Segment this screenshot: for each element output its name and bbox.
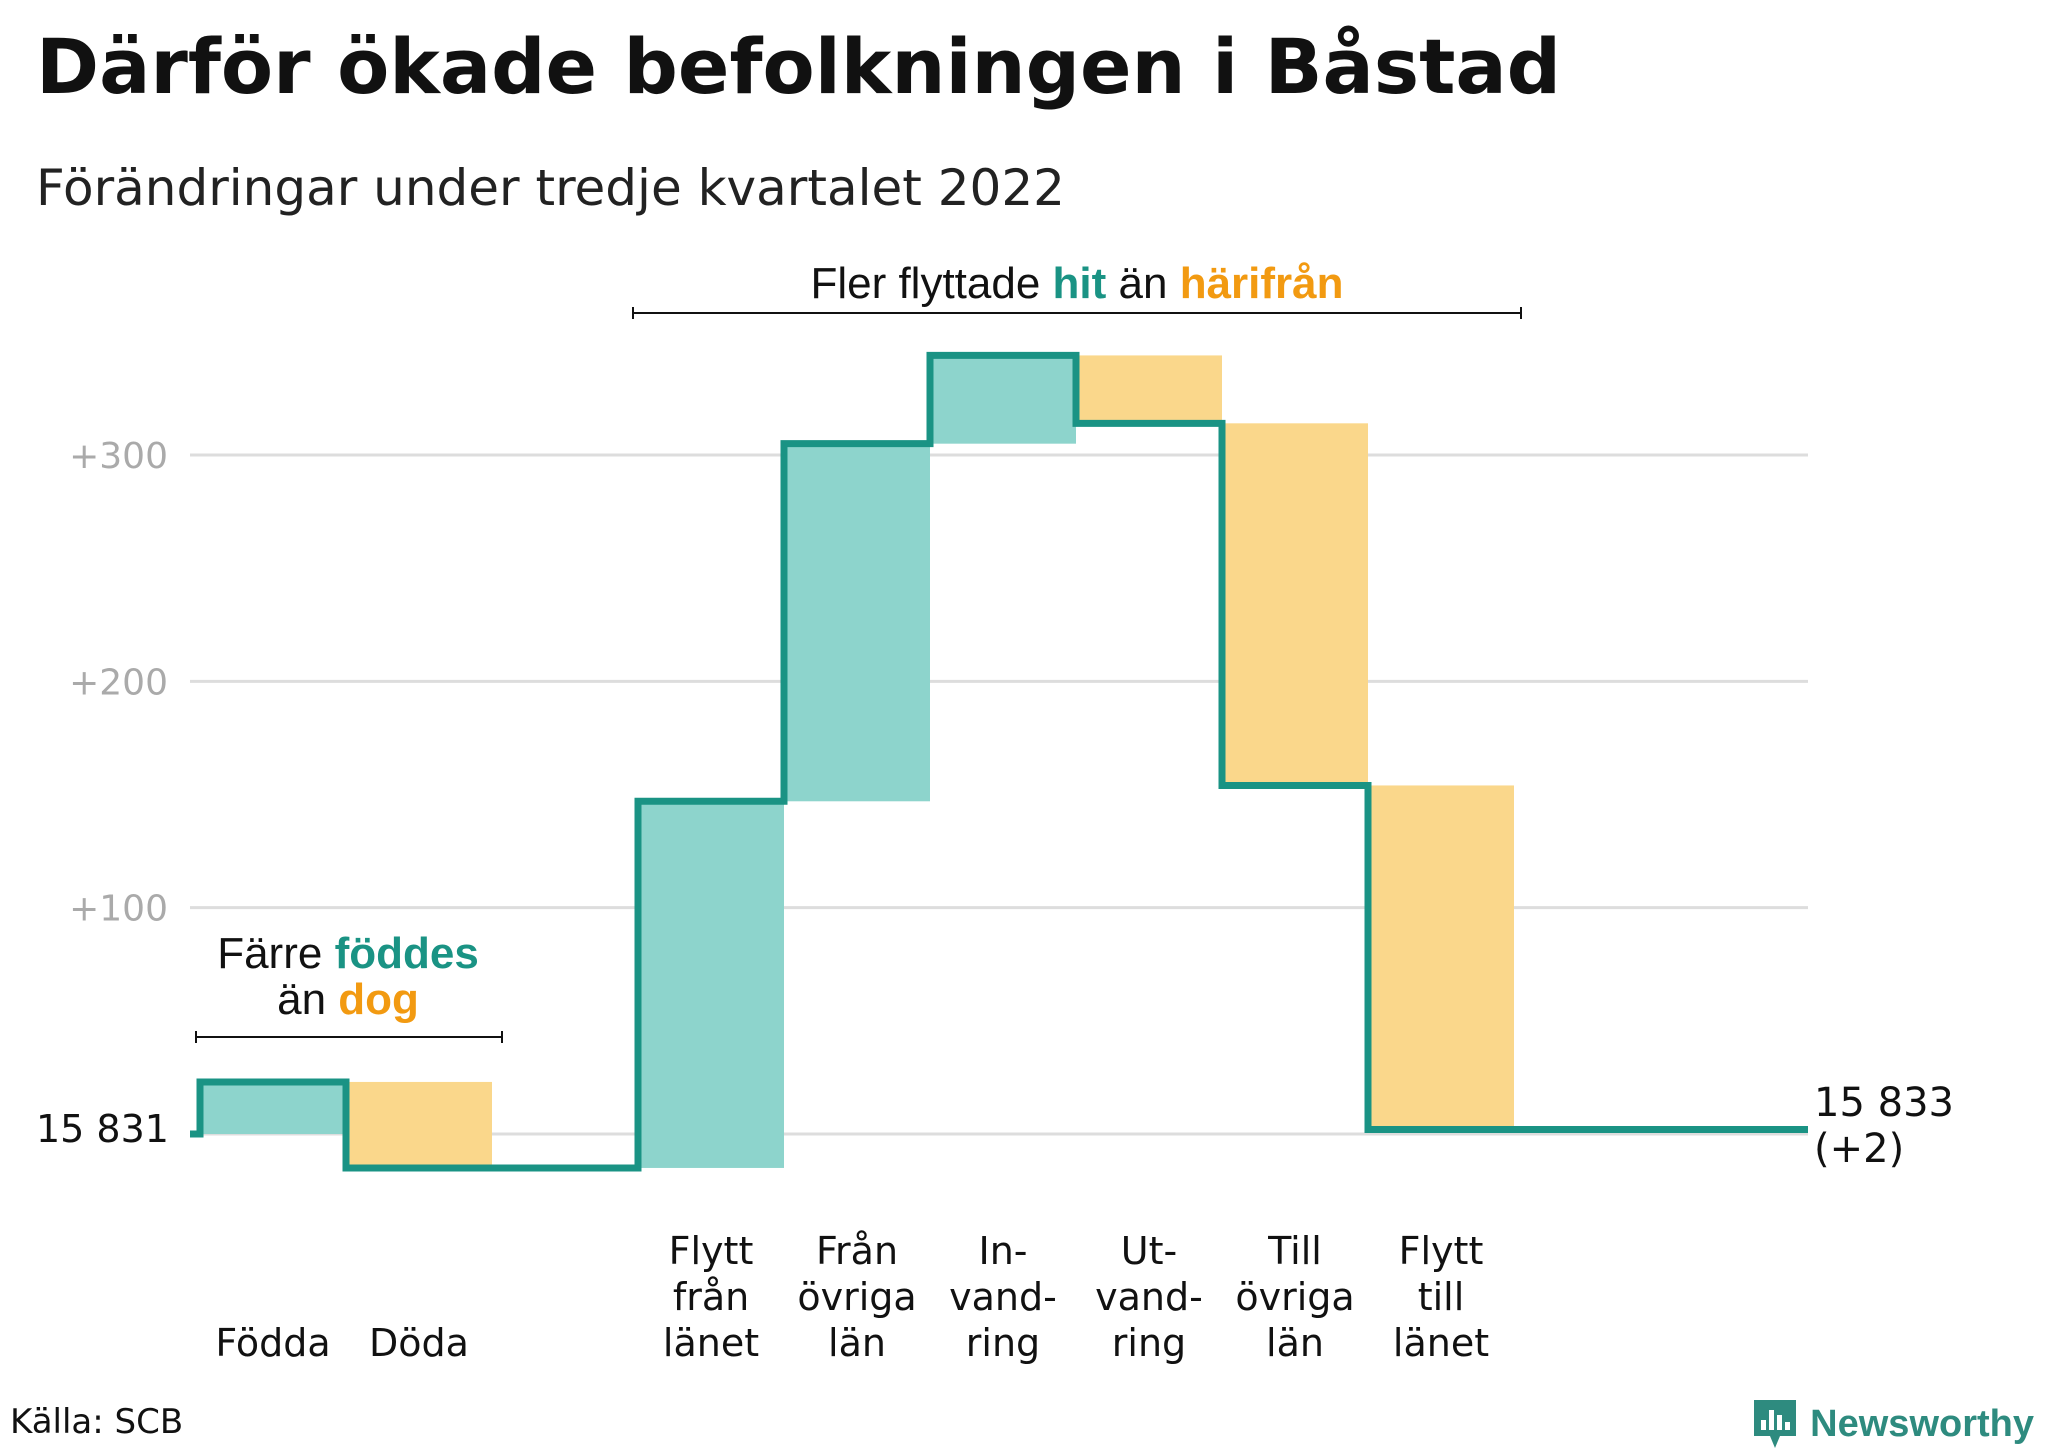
category-label: Från <box>816 1229 898 1273</box>
category-label: till <box>1418 1275 1465 1319</box>
y-tick-labels: +100 +200 +300 <box>69 436 168 930</box>
category-label: ring <box>1112 1321 1186 1365</box>
waterfall-bar <box>1368 785 1514 1130</box>
chart-subtitle: Förändringar under tredje kvartalet 2022 <box>36 159 1065 217</box>
bars <box>200 355 1514 1168</box>
category-label: In- <box>978 1229 1027 1273</box>
category-label: Flytt <box>1399 1229 1484 1273</box>
chart-title: Därför ökade befolkningen i Båstad <box>36 22 1562 111</box>
category-label: länet <box>1393 1321 1489 1365</box>
waterfall-bar <box>1222 423 1368 786</box>
waterfall-bar <box>638 801 784 1168</box>
migration-annotation: Fler flyttade hit än härifrån <box>632 259 1522 319</box>
annotation-text: Fler flyttade <box>810 259 1052 308</box>
svg-text:Fler flyttade hit än härifrån: Fler flyttade hit än härifrån <box>810 259 1343 308</box>
category-label: Flytt <box>669 1229 754 1273</box>
svg-text:Färre föddes: Färre föddes <box>217 929 479 978</box>
waterfall-bar <box>784 443 930 802</box>
annotation-bracket <box>632 307 1522 319</box>
category-label: ring <box>966 1321 1040 1365</box>
annotation-highlight-away: härifrån <box>1180 259 1344 308</box>
category-label: Födda <box>215 1321 330 1365</box>
category-label: län <box>1266 1321 1324 1365</box>
natural-change-annotation: Färre föddes än dog <box>195 929 503 1043</box>
category-labels: Födda DödaFlyttfrånlänetFrånövrigalänIn-v… <box>215 1229 1489 1365</box>
waterfall-bar <box>930 355 1076 444</box>
category-label: övriga <box>797 1275 916 1319</box>
svg-text:än dog: än dog <box>277 975 419 1024</box>
bar-chart-logo-icon <box>1754 1400 1797 1448</box>
annotation-highlight-born: föddes <box>335 929 479 978</box>
category-label: länet <box>663 1321 759 1365</box>
category-label: Döda <box>369 1321 469 1365</box>
annotation-text: än <box>1106 259 1179 308</box>
category-label: från <box>673 1275 749 1319</box>
annotation-highlight-died: dog <box>338 975 419 1024</box>
waterfall-bar <box>346 1081 492 1168</box>
category-label: Till <box>1267 1229 1322 1273</box>
cumulative-step-line <box>190 351 1808 1172</box>
annotation-text: Färre <box>217 929 334 978</box>
annotation-highlight-here: hit <box>1053 259 1107 308</box>
brand-logo[interactable]: Newsworthy <box>1750 1396 2034 1452</box>
source-note: Källa: SCB <box>10 1402 184 1442</box>
y-tick-label: +100 <box>69 889 168 930</box>
annotation-text: än <box>277 975 338 1024</box>
end-value-label: 15 833 <box>1814 1080 1954 1126</box>
y-tick-label: +200 <box>69 662 168 703</box>
category-label: övriga <box>1235 1275 1354 1319</box>
waterfall-bar <box>1076 355 1222 424</box>
waterfall-bar <box>200 1081 346 1134</box>
annotation-bracket <box>195 1031 503 1043</box>
category-label: län <box>828 1321 886 1365</box>
category-label: vand- <box>949 1275 1057 1319</box>
y-tick-label: +300 <box>69 436 168 477</box>
start-value-label: 15 831 <box>36 1107 169 1151</box>
category-label: vand- <box>1095 1275 1203 1319</box>
end-change-label: (+2) <box>1814 1126 1904 1172</box>
brand-name: Newsworthy <box>1810 1402 2034 1445</box>
gridlines <box>190 453 1808 1136</box>
category-label: Ut- <box>1121 1229 1177 1273</box>
